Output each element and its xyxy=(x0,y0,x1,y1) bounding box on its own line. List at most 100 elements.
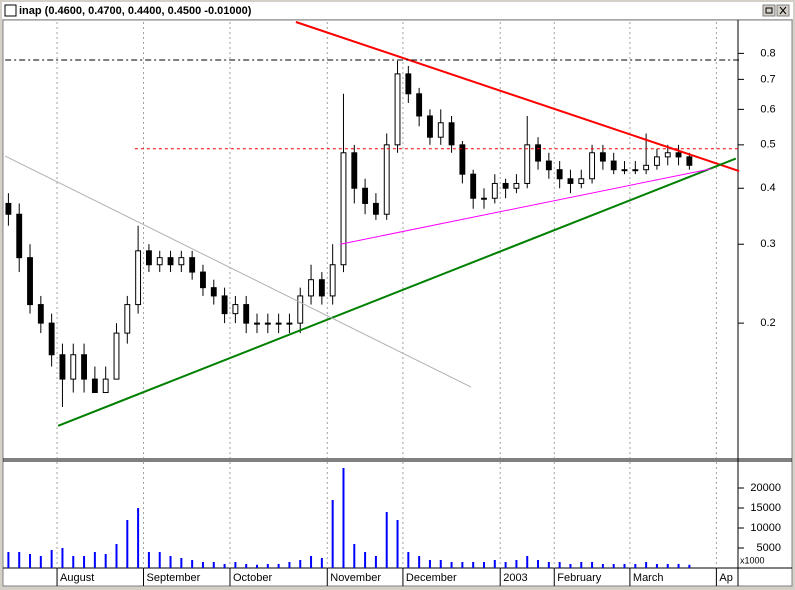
candle-body xyxy=(502,182,509,189)
volume-bar xyxy=(29,554,32,568)
volume-bar xyxy=(353,544,356,568)
candle-body xyxy=(632,169,639,172)
volume-bar xyxy=(310,556,313,568)
candle-body xyxy=(524,144,531,184)
volume-bar xyxy=(396,520,399,568)
candle-body xyxy=(448,122,455,146)
volume-bar xyxy=(158,552,161,568)
volume-bar xyxy=(18,552,21,568)
volume-bar xyxy=(180,558,183,568)
candle-body xyxy=(329,264,336,297)
y-tick-label: 0.5 xyxy=(760,139,775,151)
window-title: inap (0.4600, 0.4700, 0.4400, 0.4500 -0.… xyxy=(19,5,252,17)
candle-body xyxy=(599,152,606,162)
volume-bar xyxy=(493,560,496,568)
candle-body xyxy=(210,287,217,297)
volume-bar xyxy=(374,556,377,568)
candle-body xyxy=(156,257,163,266)
volume-bar xyxy=(342,468,345,568)
x-tick-label: September xyxy=(147,572,201,584)
candle-body xyxy=(470,173,477,199)
restore-icon xyxy=(765,7,773,14)
candle-body xyxy=(70,354,77,380)
volume-bar xyxy=(515,560,518,568)
volume-bar xyxy=(191,560,194,568)
candle-body xyxy=(664,152,671,158)
volume-bar xyxy=(83,556,86,568)
x-tick-label: February xyxy=(557,572,602,584)
volume-bar xyxy=(7,552,10,568)
candle-body xyxy=(145,250,152,266)
candle-body xyxy=(297,295,304,324)
candle-body xyxy=(91,378,98,394)
title-bar xyxy=(2,2,793,19)
candle-body xyxy=(27,257,33,306)
volume-bar xyxy=(385,512,388,568)
candle-body xyxy=(340,152,347,266)
close-icon xyxy=(779,6,787,15)
volume-bar xyxy=(569,564,572,568)
candle-body xyxy=(178,257,185,266)
volume-bar xyxy=(266,564,269,568)
candle-body xyxy=(113,332,120,380)
volume-bar xyxy=(580,562,583,568)
candle-body xyxy=(16,213,23,259)
volume-bar xyxy=(482,562,485,568)
volume-bar xyxy=(688,564,691,568)
volume-bar xyxy=(299,560,302,568)
volume-bar xyxy=(547,562,550,568)
volume-bar xyxy=(601,564,604,568)
restore-button[interactable] xyxy=(762,4,776,17)
candle-body xyxy=(308,279,314,297)
candle-body xyxy=(221,295,228,315)
x-tick-label: Ap xyxy=(719,572,732,584)
candle-body xyxy=(5,202,12,215)
volume-bar xyxy=(320,558,323,568)
candle-body xyxy=(675,152,682,158)
candle-body xyxy=(37,304,44,324)
volume-bar xyxy=(666,564,669,568)
volume-bar xyxy=(104,554,107,568)
candle-body xyxy=(459,144,466,175)
candle-body xyxy=(491,182,498,199)
x-tick-label: 2003 xyxy=(503,572,527,584)
candle-body xyxy=(264,322,271,325)
y-tick-label: 0.2 xyxy=(760,317,775,329)
volume-bar xyxy=(61,548,64,568)
volume-bar xyxy=(147,552,150,568)
candle-body xyxy=(416,93,423,117)
volume-bar xyxy=(364,552,367,568)
x-tick-label: March xyxy=(633,572,664,584)
trend-line xyxy=(57,157,737,427)
volume-bar xyxy=(612,564,615,568)
y-tick-label: 0.8 xyxy=(760,47,775,59)
x-tick-label: October xyxy=(233,572,272,584)
volume-bar xyxy=(93,552,96,568)
volume-bar xyxy=(212,562,215,568)
candle-body xyxy=(135,250,142,306)
volume-bar xyxy=(234,562,237,568)
candle-body xyxy=(427,115,433,138)
candle-body xyxy=(48,322,55,356)
candle-body xyxy=(318,279,325,297)
volume-unit-label: x1000 xyxy=(740,555,765,565)
volume-bar xyxy=(288,562,291,568)
volume-bar xyxy=(472,562,475,568)
volume-bar xyxy=(418,556,421,568)
candle-body xyxy=(102,378,109,394)
trend-line xyxy=(295,21,740,172)
candle-body xyxy=(589,152,596,180)
candle-body xyxy=(383,144,390,215)
volume-bar xyxy=(256,564,259,568)
volume-bar xyxy=(126,520,129,568)
candle-body xyxy=(556,169,563,180)
candle-body xyxy=(275,322,282,325)
candle-body xyxy=(610,160,617,171)
window-icon[interactable] xyxy=(4,4,17,17)
volume-bar xyxy=(558,562,561,568)
candle-body xyxy=(437,122,444,138)
candle-body xyxy=(578,178,585,184)
volume-bar xyxy=(223,564,226,568)
x-tick-label: August xyxy=(60,572,94,584)
